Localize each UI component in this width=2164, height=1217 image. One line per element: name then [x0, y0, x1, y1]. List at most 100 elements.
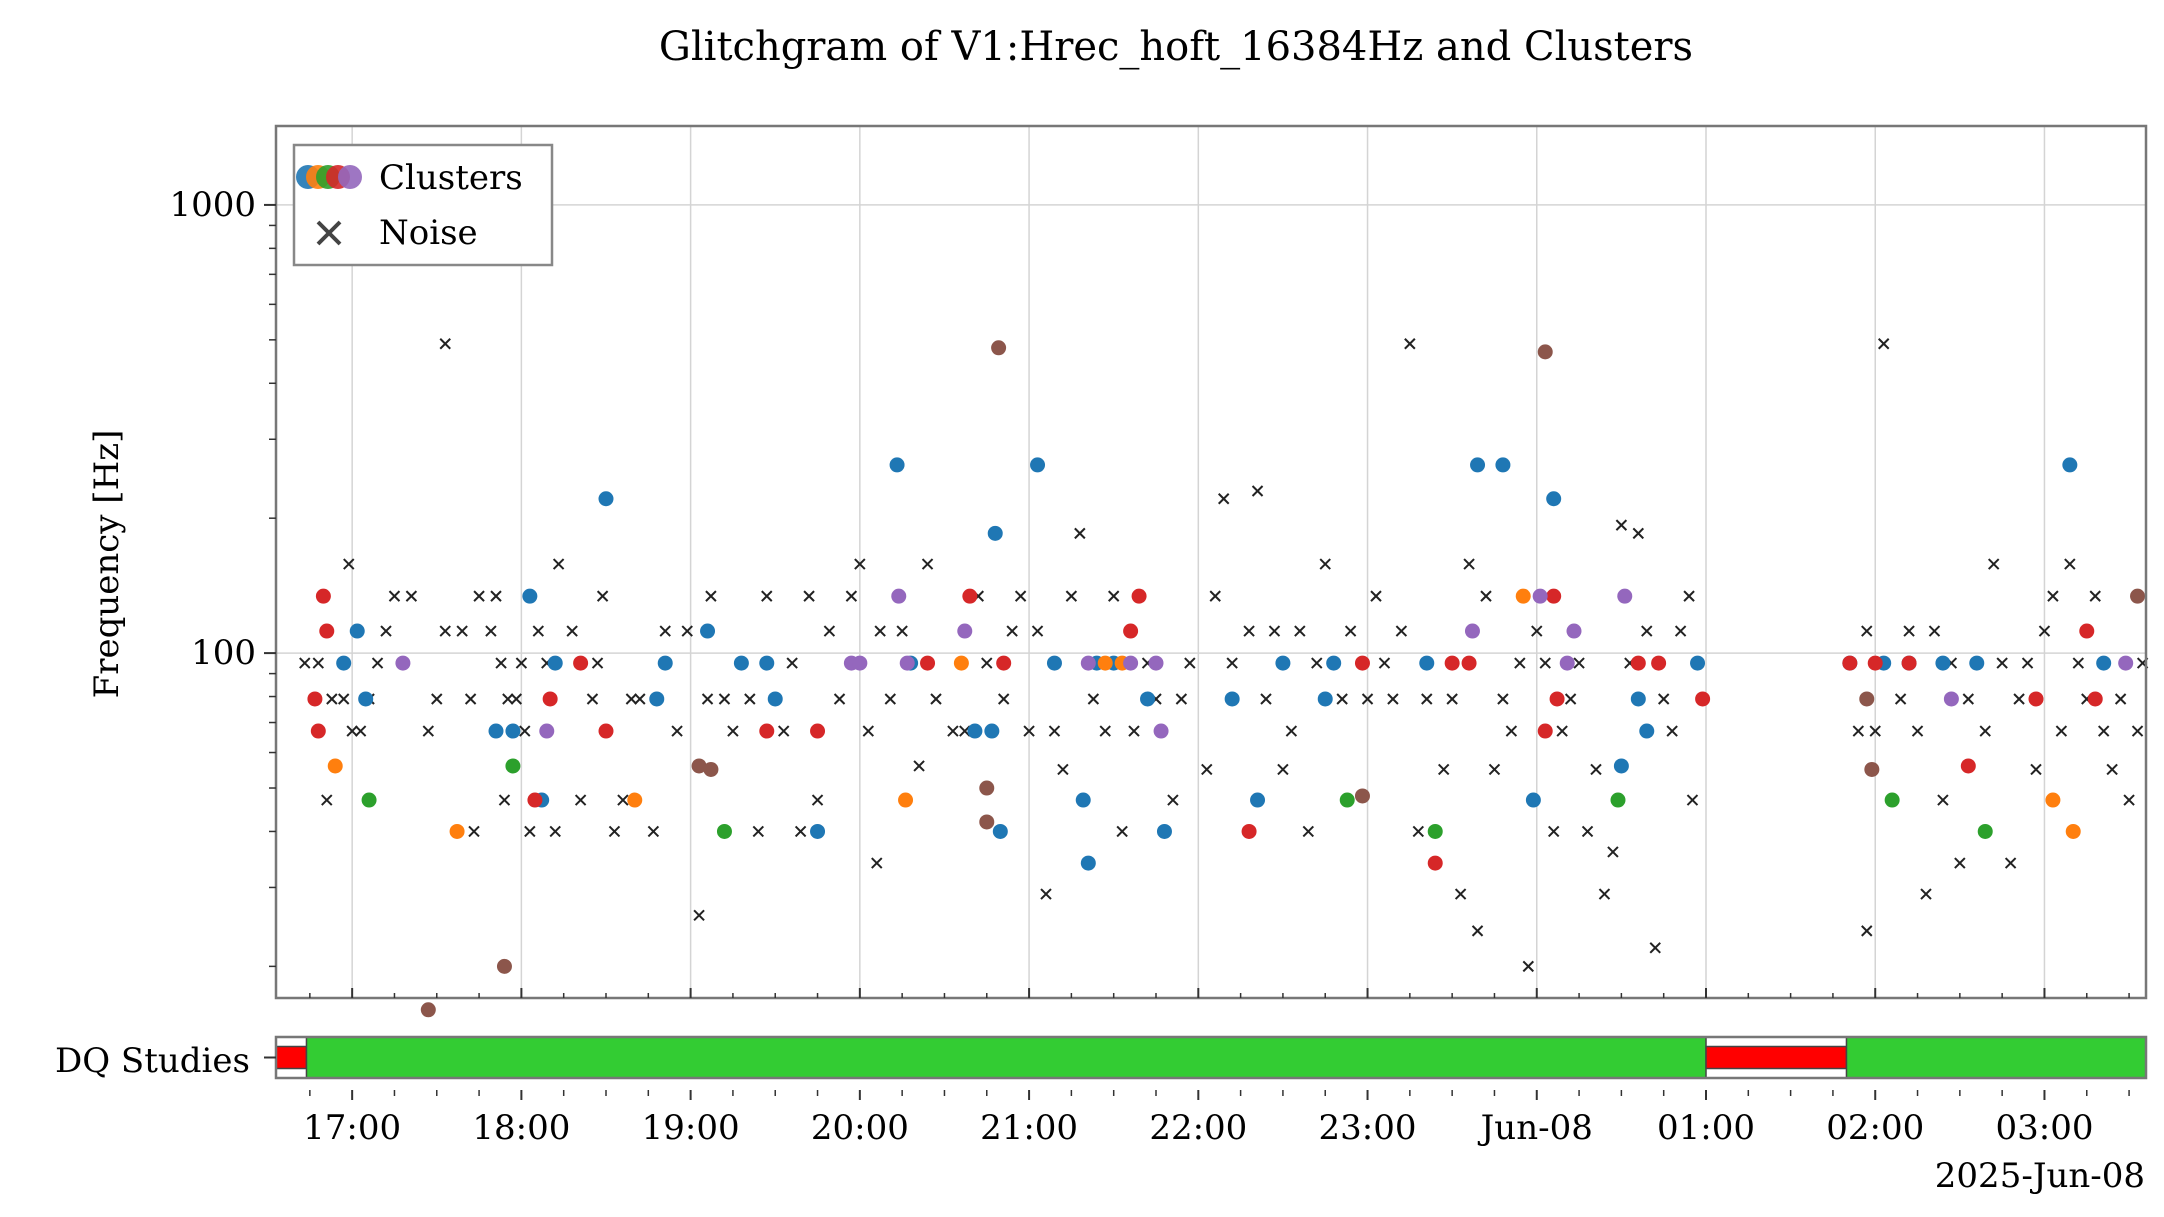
- noise-point-stroke: [1556, 725, 1568, 737]
- noise-point-stroke: [343, 558, 355, 570]
- noise-point: [1311, 657, 1323, 669]
- noise-point-stroke: [498, 794, 511, 806]
- noise-point: [1243, 625, 1255, 637]
- noise-point: [1175, 693, 1188, 705]
- noise-point: [532, 625, 545, 637]
- cluster-point: [2118, 655, 2134, 671]
- cluster-point: [1859, 691, 1875, 707]
- noise-point: [574, 794, 587, 806]
- noise-point-stroke: [1099, 725, 1111, 737]
- noise-point-stroke: [1488, 763, 1501, 776]
- noise-point-stroke: [371, 657, 384, 669]
- cluster-point: [1943, 691, 1959, 707]
- noise-point: [1285, 725, 1298, 737]
- noise-point: [913, 760, 925, 772]
- noise-point: [823, 625, 836, 637]
- noise-point: [566, 625, 578, 637]
- noise-point: [346, 725, 358, 737]
- noise-point: [498, 794, 511, 806]
- noise-point-stroke: [515, 657, 528, 669]
- noise-point-stroke: [1598, 888, 1611, 900]
- x-tick-label: 22:00: [1149, 1108, 1247, 1148]
- cluster-point: [1525, 792, 1541, 808]
- dq-segment-good: [1845, 1036, 2147, 1079]
- noise-point: [1666, 725, 1678, 737]
- noise-point-stroke: [1454, 888, 1467, 900]
- cluster-point: [767, 691, 783, 707]
- cluster-point: [505, 723, 521, 739]
- noise-point-stroke: [1607, 846, 1619, 858]
- cluster-point: [899, 655, 915, 671]
- noise-point: [439, 625, 451, 637]
- noise-point: [1894, 693, 1907, 705]
- noise-point: [2106, 763, 2118, 776]
- noise-point: [761, 590, 773, 602]
- legend-cluster-marker-purple: [338, 165, 362, 189]
- noise-point-stroke: [1505, 725, 1518, 737]
- noise-point: [1074, 527, 1086, 540]
- noise-point: [608, 825, 621, 838]
- noise-point: [752, 825, 765, 838]
- noise-point-stroke: [1412, 825, 1425, 838]
- x-tick-label: 19:00: [642, 1108, 740, 1148]
- noise-point-stroke: [1116, 825, 1128, 838]
- noise-point-stroke: [405, 590, 418, 602]
- cluster-point: [1123, 655, 1139, 671]
- noise-point: [1378, 657, 1391, 669]
- cluster-point: [953, 655, 969, 671]
- noise-point-stroke: [659, 625, 671, 637]
- cluster-point: [1842, 655, 1858, 671]
- noise-point: [596, 590, 609, 602]
- noise-point-stroke: [1632, 527, 1645, 540]
- noise-point-stroke: [874, 625, 886, 637]
- noise-point-stroke: [701, 693, 714, 705]
- cluster-point: [2096, 655, 2112, 671]
- x-tick-label: 01:00: [1657, 1108, 1755, 1148]
- noise-point-stroke: [1928, 625, 1941, 637]
- noise-point-stroke: [1911, 725, 1924, 737]
- noise-point-stroke: [959, 725, 971, 737]
- noise-point: [2114, 693, 2127, 705]
- noise-point-stroke: [502, 693, 514, 705]
- noise-point: [1615, 519, 1628, 531]
- cluster-point: [395, 655, 411, 671]
- noise-point: [1641, 625, 1653, 637]
- noise-point: [1488, 763, 1501, 776]
- cluster-point: [1617, 588, 1633, 604]
- noise-point: [959, 725, 971, 737]
- noise-point-stroke: [566, 625, 578, 637]
- cluster-point: [1131, 588, 1147, 604]
- cluster-point: [891, 588, 907, 604]
- noise-point: [1116, 825, 1128, 838]
- noise-point-stroke: [1861, 625, 1873, 637]
- cluster-point: [358, 691, 374, 707]
- noise-point: [803, 590, 815, 602]
- noise-point: [552, 558, 565, 570]
- noise-point: [354, 725, 367, 737]
- noise-point: [519, 725, 531, 737]
- noise-point: [947, 725, 959, 737]
- noise-point: [1547, 825, 1560, 838]
- cluster-point: [1566, 623, 1582, 639]
- cluster-point: [547, 655, 563, 671]
- noise-point: [1962, 693, 1975, 705]
- noise-point-stroke: [1294, 625, 1306, 637]
- cluster-point: [1075, 792, 1091, 808]
- noise-point: [634, 693, 646, 705]
- noise-point: [786, 657, 798, 669]
- noise-point-stroke: [1107, 590, 1120, 602]
- noise-point: [1184, 657, 1196, 669]
- noise-point: [495, 657, 507, 669]
- cluster-point: [810, 823, 826, 839]
- cluster-point: [2065, 823, 2081, 839]
- noise-point-stroke: [439, 338, 451, 350]
- cluster-point: [1884, 792, 1900, 808]
- noise-point: [485, 625, 497, 637]
- noise-point-stroke: [456, 625, 468, 637]
- noise-point: [1556, 725, 1568, 737]
- noise-point: [617, 794, 629, 806]
- noise-point: [524, 825, 536, 838]
- noise-point: [718, 693, 731, 705]
- noise-point-stroke: [468, 825, 480, 838]
- noise-point-stroke: [2055, 725, 2068, 737]
